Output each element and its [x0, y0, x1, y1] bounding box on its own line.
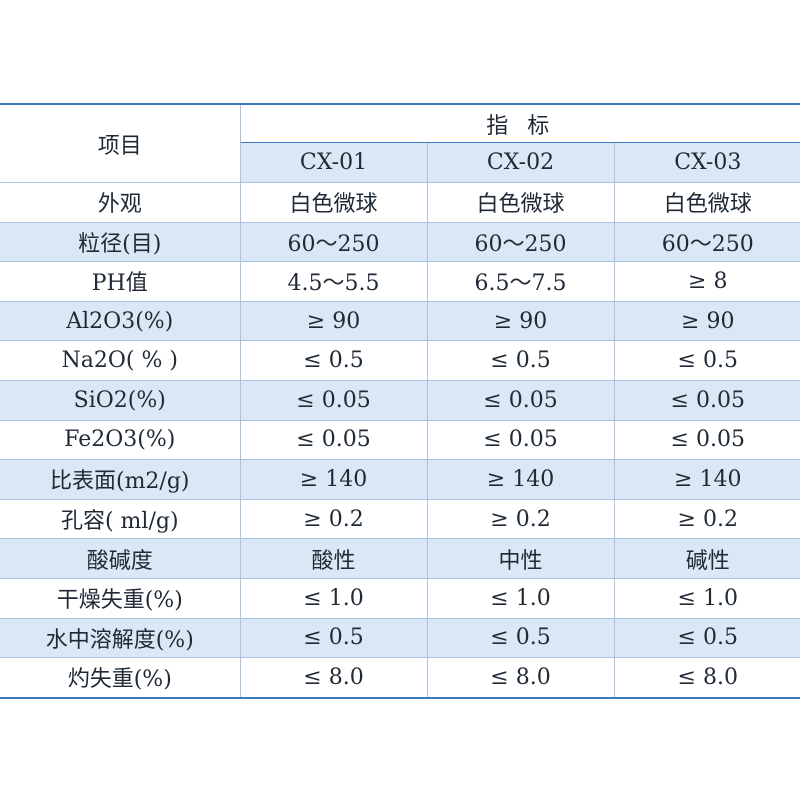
cell-value: ≤ 8.0 — [613, 657, 800, 698]
cell-value: 酸性 — [239, 538, 427, 579]
cell-value: ≤ 0.5 — [239, 617, 427, 658]
cell-value: ≥ 0.2 — [613, 498, 800, 539]
cell-value: ≥ 8 — [613, 261, 800, 302]
cell-value: ≥ 90 — [239, 300, 427, 341]
table-row: 灼失重(%) ≤ 8.0 ≤ 8.0 ≤ 8.0 — [0, 657, 800, 698]
cell-value: ≥ 90 — [426, 300, 614, 341]
cell-value: ≤ 0.5 — [613, 340, 800, 381]
cell-value: 白色微球 — [239, 182, 427, 223]
cell-value: ≤ 0.05 — [239, 379, 427, 421]
item-header: 项目 — [0, 104, 241, 183]
model-header-cx-02: CX-02 — [426, 142, 614, 183]
row-label: Na2O( % ) — [0, 340, 240, 381]
table-row: PH值 4.5～5.5 6.5～7.5 ≥ 8 — [0, 261, 800, 302]
cell-value: ≤ 0.05 — [613, 419, 800, 460]
table-row: 外观 白色微球 白色微球 白色微球 — [0, 182, 800, 223]
cell-value: ≥ 140 — [613, 459, 800, 500]
table-row: Fe2O3(%) ≤ 0.05 ≤ 0.05 ≤ 0.05 — [0, 419, 800, 460]
table-body: 外观 白色微球 白色微球 白色微球 粒径(目) 60～250 60～250 60～250 PH值… — [0, 182, 800, 698]
table-row: Na2O( % ) ≤ 0.5 ≤ 0.5 ≤ 0.5 — [0, 340, 800, 381]
model-header-cx-01: CX-01 — [240, 142, 427, 183]
cell-value: ≤ 0.05 — [613, 379, 800, 421]
table-row: 孔容( ml/g) ≥ 0.2 ≥ 0.2 ≥ 0.2 — [0, 498, 800, 539]
cell-value: ≤ 8.0 — [239, 657, 427, 698]
table-row: 粒径(目) 60～250 60～250 60～250 — [0, 221, 800, 262]
cell-value: ≥ 140 — [426, 459, 614, 500]
cell-value: ≥ 90 — [613, 300, 800, 341]
cell-value: 60～250 — [613, 221, 800, 262]
cell-value: 中性 — [426, 538, 614, 579]
row-label: 酸碱度 — [0, 538, 240, 579]
row-label: 孔容( ml/g) — [0, 498, 240, 539]
cell-value: ≤ 0.5 — [426, 340, 614, 381]
row-label: 外观 — [0, 182, 240, 223]
row-label: 水中溶解度(%) — [0, 617, 240, 658]
row-label: Fe2O3(%) — [0, 419, 240, 460]
cell-value: ≤ 0.5 — [239, 340, 427, 381]
table-row: SiO2(%) ≤ 0.05 ≤ 0.05 ≤ 0.05 — [0, 379, 800, 421]
index-header: 指 标 — [240, 104, 800, 143]
cell-value: 白色微球 — [426, 182, 614, 223]
table-row: 比表面(m2/g) ≥ 140 ≥ 140 ≥ 140 — [0, 459, 800, 500]
cell-value: ≥ 140 — [239, 459, 427, 500]
cell-value: ≤ 1.0 — [426, 577, 614, 619]
cell-value: ≥ 0.2 — [239, 498, 427, 539]
cell-value: ≤ 1.0 — [613, 577, 800, 619]
row-label: PH值 — [0, 261, 240, 302]
cell-value: ≥ 0.2 — [426, 498, 614, 539]
cell-value: ≤ 0.05 — [239, 419, 427, 460]
model-header-cx-03: CX-03 — [613, 142, 800, 183]
cell-value: 碱性 — [613, 538, 800, 579]
cell-value: 4.5～5.5 — [239, 261, 427, 302]
cell-value: 60～250 — [239, 221, 427, 262]
table-row: Al2O3(%) ≥ 90 ≥ 90 ≥ 90 — [0, 300, 800, 341]
row-label: SiO2(%) — [0, 379, 240, 421]
table-row: 干燥失重(%) ≤ 1.0 ≤ 1.0 ≤ 1.0 — [0, 577, 800, 619]
cell-value: ≤ 1.0 — [239, 577, 427, 619]
row-label: Al2O3(%) — [0, 300, 240, 341]
cell-value: ≤ 0.05 — [426, 379, 614, 421]
cell-value: ≤ 8.0 — [426, 657, 614, 698]
cell-value: 白色微球 — [613, 182, 800, 223]
row-label: 干燥失重(%) — [0, 577, 240, 619]
cell-value: ≤ 0.5 — [426, 617, 614, 658]
cell-value: ≤ 0.05 — [426, 419, 614, 460]
cell-value: 6.5～7.5 — [426, 261, 614, 302]
row-label: 粒径(目) — [0, 221, 240, 262]
cell-value: ≤ 0.5 — [613, 617, 800, 658]
row-label: 比表面(m2/g) — [0, 459, 240, 500]
table-row: 水中溶解度(%) ≤ 0.5 ≤ 0.5 ≤ 0.5 — [0, 617, 800, 658]
row-label: 灼失重(%) — [0, 657, 240, 698]
table-row: 酸碱度 酸性 中性 碱性 — [0, 538, 800, 579]
spec-table: 项目 指 标 CX-01 CX-02 CX-03 外观 白色微球 白色微球 白色微球粒… — [0, 103, 800, 699]
cell-value: 60～250 — [426, 221, 614, 262]
